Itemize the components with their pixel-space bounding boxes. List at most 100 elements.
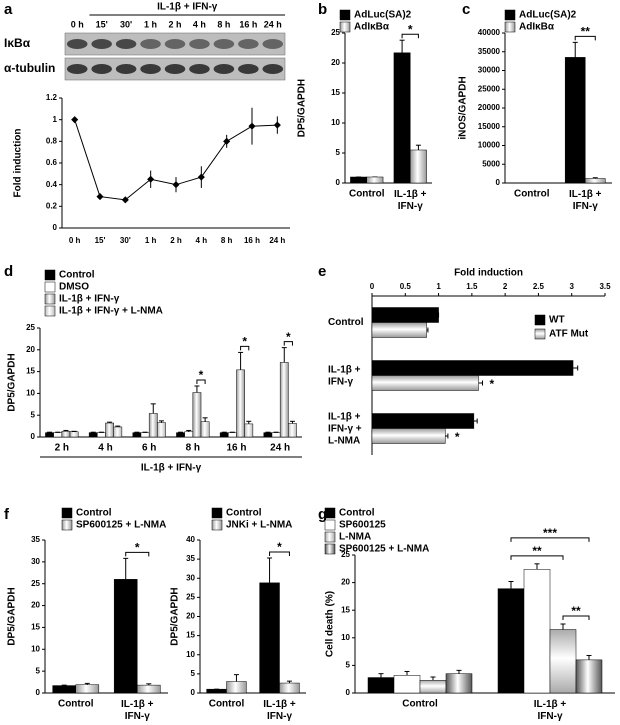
- legend-swatch: [504, 9, 516, 21]
- significance-bracket: [125, 551, 150, 557]
- x-tick-label: 0.5: [400, 282, 412, 291]
- y-tick-label: 5: [31, 410, 36, 419]
- x-tick-label: 30': [120, 236, 131, 245]
- x-tick-label: 2: [503, 282, 508, 291]
- x-tick-label: 3.5: [599, 282, 611, 291]
- y-tick-label: 40: [186, 535, 195, 544]
- bar: [132, 432, 142, 438]
- blot-row-label: α-tubulin: [4, 61, 55, 75]
- blot-band: [91, 64, 112, 74]
- y-tick-label: 0.4: [46, 180, 58, 189]
- legend-label: Control: [339, 508, 375, 519]
- y-tick-label: Control: [328, 317, 364, 328]
- bar: [371, 360, 574, 376]
- y-tick-label: 25: [341, 550, 350, 559]
- blot-band: [91, 39, 112, 49]
- legend-swatch: [534, 328, 546, 340]
- legend-label: Control: [59, 270, 95, 281]
- y-tick-label: 30000: [478, 66, 501, 75]
- x-tick-label: 4 h: [98, 443, 112, 454]
- significance-bracket: [562, 615, 590, 620]
- lane-label: 8 h: [217, 19, 230, 29]
- significance-label: ***: [543, 526, 557, 540]
- significance-label: **: [532, 544, 542, 558]
- x-tick-label: IL-1β + IFN-γ: [394, 189, 427, 212]
- legend-label: SP600125: [339, 520, 386, 531]
- y-tick-label: 0: [346, 688, 351, 697]
- y-tick-label: IL-1β + IFN-γ + L-NMA: [328, 411, 362, 446]
- y-tick-label: 15000: [478, 122, 501, 131]
- y-tick-label: 0: [31, 432, 36, 441]
- y-tick-label: 25: [331, 28, 340, 37]
- bar: [523, 569, 551, 694]
- x-tick-label: 16 h: [244, 236, 260, 245]
- y-tick-label: 10: [186, 650, 195, 659]
- legend-swatch: [44, 281, 56, 293]
- legend-swatch: [324, 531, 336, 543]
- legend-label: AdLuc(SA)2: [354, 10, 412, 21]
- bar: [350, 176, 367, 184]
- bar: [148, 413, 158, 438]
- y-tick-label: 5: [336, 148, 341, 157]
- legend-label: Control: [76, 508, 112, 519]
- panel-letter: a: [4, 1, 13, 18]
- blot-band: [66, 39, 88, 49]
- y-tick-label: 1: [53, 115, 58, 124]
- legend-swatch: [61, 519, 73, 531]
- legend-swatch: [324, 507, 336, 519]
- bar: [157, 422, 166, 438]
- significance-bracket: [269, 551, 290, 556]
- y-tick-label: 10000: [478, 141, 501, 150]
- bar: [371, 375, 479, 391]
- bar: [371, 428, 446, 444]
- lane-label: 1 h: [144, 19, 157, 29]
- x-tick-label: 1 h: [145, 236, 157, 245]
- legend-label: DMSO: [59, 282, 89, 293]
- bar: [176, 432, 185, 438]
- y-tick-label: 40000: [478, 28, 501, 37]
- legend-swatch: [211, 519, 223, 531]
- x-tick-label: Control: [402, 699, 438, 710]
- bar: [88, 432, 98, 438]
- x-tick-label: 16 h: [226, 443, 246, 454]
- legend-swatch: [61, 507, 73, 519]
- legend-swatch: [44, 269, 56, 281]
- y-tick-label: 20: [331, 58, 340, 67]
- bar: [393, 675, 421, 694]
- marker: [197, 173, 205, 181]
- x-tick-label: Control: [514, 189, 550, 200]
- y-tick-label: 0: [496, 178, 501, 187]
- x-tick-label: 24 h: [270, 443, 290, 454]
- y-tick-label: 25000: [478, 84, 501, 93]
- y-tick-label: 0.8: [46, 136, 58, 145]
- bar: [497, 588, 525, 694]
- marker: [223, 137, 231, 145]
- x-tick-label: IL-1β + IFN-γ: [534, 699, 567, 722]
- lane-label: 30': [120, 19, 132, 29]
- significance-bracket: [240, 345, 250, 351]
- marker: [273, 121, 281, 129]
- significance-bracket: [574, 35, 596, 41]
- significance-bracket: [401, 33, 419, 39]
- bar: [585, 178, 606, 184]
- x-tick-label: 2.5: [533, 282, 545, 291]
- blot-row-label: IκBα: [4, 36, 31, 50]
- x-tick-label: 2 h: [55, 443, 69, 454]
- legend-swatch: [44, 305, 56, 317]
- legend-label: AdLuc(SA)2: [519, 10, 577, 21]
- panel-letter: d: [4, 263, 13, 280]
- y-tick-label: 20: [341, 578, 350, 587]
- bar: [75, 684, 100, 694]
- significance-label: *: [135, 541, 140, 555]
- x-tick-label: IL-1β + IFN-γ: [569, 189, 602, 212]
- bar: [200, 421, 210, 438]
- blot-band: [238, 39, 259, 49]
- blot-band: [213, 64, 235, 74]
- x-tick-label: 6 h: [142, 443, 156, 454]
- y-tick-label: 5: [36, 666, 41, 675]
- blot-band: [140, 39, 161, 49]
- legend-label: L-NMA: [339, 532, 371, 543]
- legend-label: IL-1β + IFN-γ + L-NMA: [59, 306, 163, 317]
- x-tick-label: Control: [58, 699, 94, 710]
- legend-label: AdIκBα: [519, 22, 555, 33]
